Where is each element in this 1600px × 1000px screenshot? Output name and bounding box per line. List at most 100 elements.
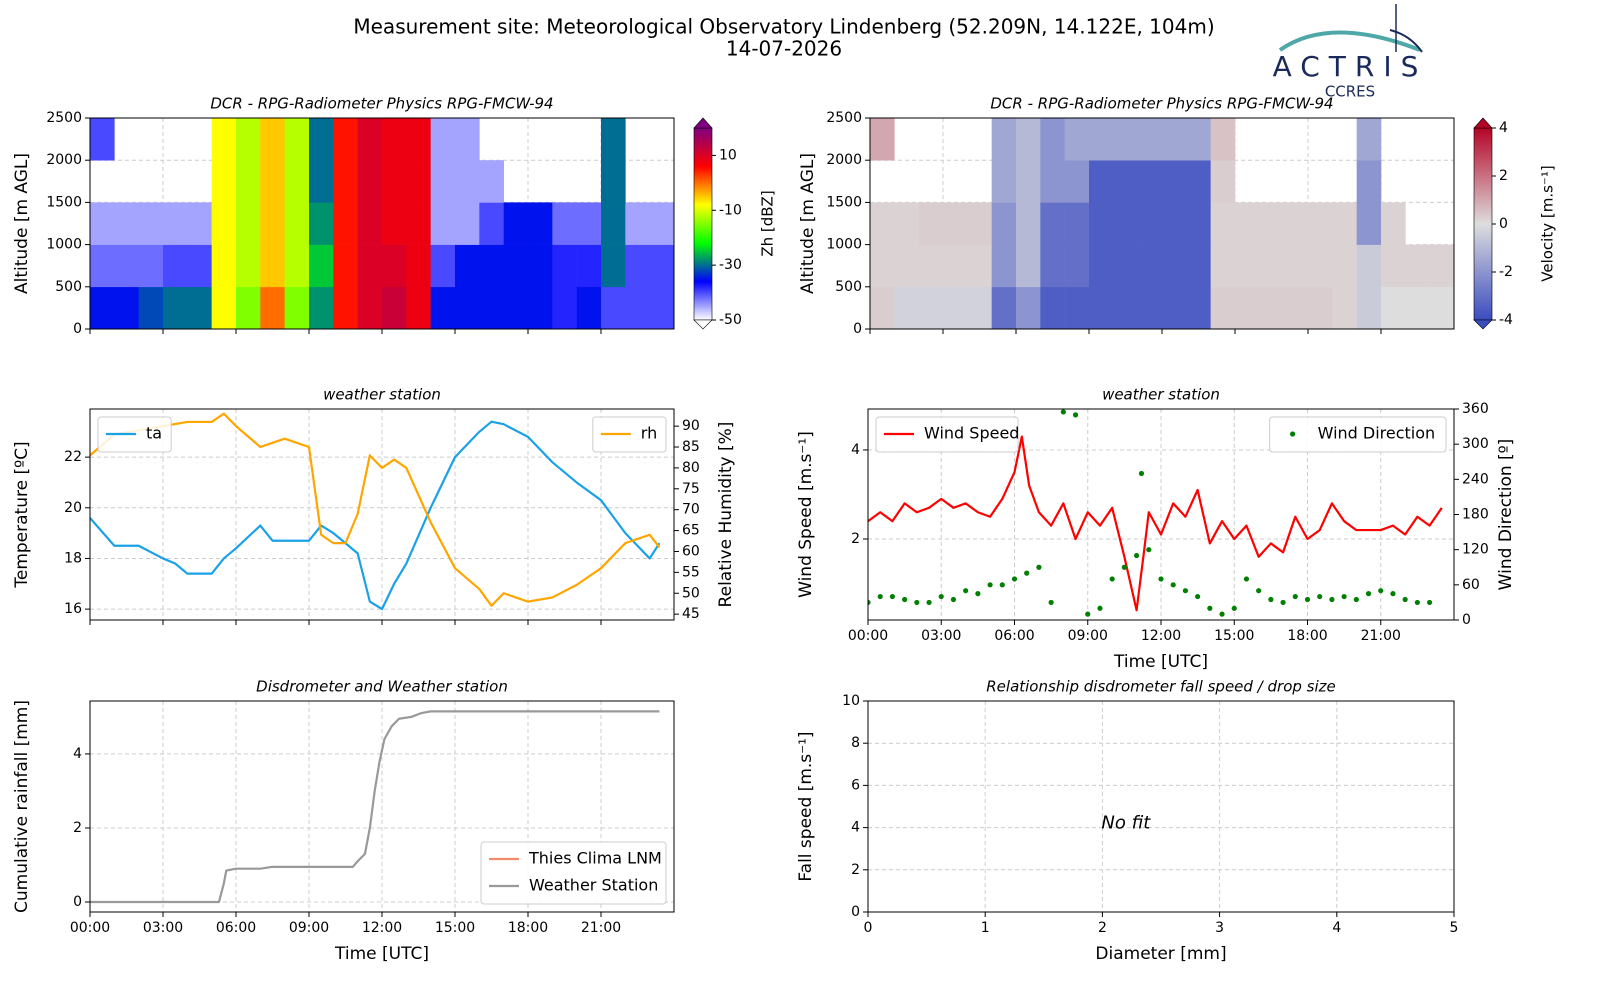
heat-cell xyxy=(1137,286,1163,329)
heat-cell xyxy=(1113,286,1138,329)
heat-cell xyxy=(163,286,188,329)
series-point xyxy=(999,582,1005,588)
series-point xyxy=(1109,576,1115,582)
heat-cell xyxy=(943,202,968,245)
heat-cell xyxy=(1064,244,1090,288)
heat-cell xyxy=(309,244,334,288)
series-point xyxy=(926,599,932,606)
heat-cell xyxy=(309,286,334,329)
heat-cell xyxy=(503,286,529,329)
chart-title: DCR - RPG-Radiometer Physics RPG-FMCW-94 xyxy=(210,95,553,113)
heat-cell xyxy=(1429,286,1454,329)
y-tick-label: 4 xyxy=(851,442,860,458)
y-tick-label: 1000 xyxy=(46,237,82,253)
colorbar-extend xyxy=(1473,319,1493,330)
heat-cell xyxy=(1040,244,1065,288)
heat-cell xyxy=(625,286,650,329)
colorbar xyxy=(693,127,713,321)
y2-tick-label: 55 xyxy=(682,564,700,580)
plot-frame xyxy=(89,700,675,913)
heat-cell xyxy=(406,202,431,245)
heat-cell xyxy=(870,118,895,161)
heat-cell xyxy=(211,244,237,288)
plot-frame xyxy=(89,117,675,330)
x-tick-label: 12:00 xyxy=(1141,628,1181,644)
series-point xyxy=(1378,588,1384,594)
x-tick-label: 21:00 xyxy=(581,920,621,936)
y-tick-label: 8 xyxy=(851,735,860,751)
y2-tick-label: 240 xyxy=(1462,471,1489,487)
x-tick-label: 06:00 xyxy=(216,920,256,936)
heat-cell xyxy=(1405,244,1430,288)
series-point xyxy=(1390,591,1396,597)
heat-cell xyxy=(1308,202,1333,245)
heat-cell xyxy=(1308,244,1333,288)
heat-cell xyxy=(1210,160,1236,203)
heat-cell xyxy=(1283,244,1309,288)
heat-cell xyxy=(1162,286,1187,329)
heat-cell xyxy=(503,244,529,288)
heat-cell xyxy=(430,244,456,288)
legend-box xyxy=(480,841,667,905)
series-point xyxy=(1402,596,1408,603)
y-tick-label: 2 xyxy=(851,531,860,547)
chart-panel: 00:00 03:00 06:00 09:00 12:00 15:00 18:00 21:00… xyxy=(12,678,675,964)
heat-cell xyxy=(1186,202,1211,245)
x-axis-label: Time [UTC] xyxy=(334,944,429,964)
heat-cell xyxy=(1064,202,1090,245)
heat-cell xyxy=(138,202,164,245)
heat-cell xyxy=(357,160,383,203)
heat-cell xyxy=(943,244,968,288)
heat-cell xyxy=(1235,202,1260,245)
heat-cell xyxy=(1016,244,1041,288)
chart-title: DCR - RPG-Radiometer Physics RPG-FMCW-94 xyxy=(990,95,1333,113)
series-point xyxy=(914,599,920,606)
heat-cell xyxy=(1405,286,1430,329)
series-point xyxy=(975,591,981,597)
y-axis-label: Temperature [ºC] xyxy=(12,441,32,588)
heat-cell xyxy=(260,244,285,288)
heat-cell xyxy=(430,286,456,329)
heat-cell xyxy=(333,286,358,329)
heat-cell xyxy=(967,286,992,329)
y2-tick-label: 80 xyxy=(682,460,700,476)
heat-cell xyxy=(649,202,674,245)
legend-label: rh xyxy=(641,424,657,443)
heat-cell xyxy=(1381,202,1406,245)
heat-cell xyxy=(1040,160,1065,203)
y-tick-label: 22 xyxy=(64,449,82,465)
heat-cell xyxy=(552,202,577,245)
chart-panel: 0 1 2 3 4 5 0 2 4 6 8 10 No fit Relationship disdrome… xyxy=(796,678,1458,965)
y-tick-label: 18 xyxy=(64,550,82,566)
chart-panel: 16 18 20 22 45 50 55 60 65 70 75 80 85 90 ta rh weather … xyxy=(12,386,736,625)
heat-cell xyxy=(894,286,919,329)
heat-cell xyxy=(90,202,115,245)
heat-cell xyxy=(1235,286,1260,329)
heat-cell xyxy=(1356,202,1382,245)
heat-cell xyxy=(1332,286,1357,329)
heat-cell xyxy=(284,160,310,203)
y-tick-label: 2000 xyxy=(46,152,82,168)
plot-area xyxy=(90,118,674,329)
heat-cell xyxy=(870,202,895,245)
heat-cell xyxy=(870,244,895,288)
series-point xyxy=(1365,591,1372,597)
y-tick-label: 2500 xyxy=(826,110,862,126)
heat-cell xyxy=(943,286,968,329)
legend-label: Weather Station xyxy=(529,876,658,895)
logo-subtitle: CCRES xyxy=(1325,83,1375,101)
x-tick-label: 5 xyxy=(1450,920,1459,936)
heat-cell xyxy=(1259,286,1284,329)
heat-cell xyxy=(1113,244,1138,288)
colorbar-tick-label: 4 xyxy=(1499,120,1508,136)
colorbar-label: Zh [dBZ] xyxy=(759,190,777,256)
series-point xyxy=(950,596,957,603)
x-tick-label: 21:00 xyxy=(1361,628,1401,644)
y-tick-label: 2000 xyxy=(826,152,862,168)
heat-cell xyxy=(918,286,944,329)
series-point xyxy=(1133,552,1140,559)
y2-tick-label: 180 xyxy=(1462,507,1489,523)
x-tick-label: 09:00 xyxy=(289,920,329,936)
heat-cell xyxy=(260,202,285,245)
plot-area xyxy=(90,710,660,904)
